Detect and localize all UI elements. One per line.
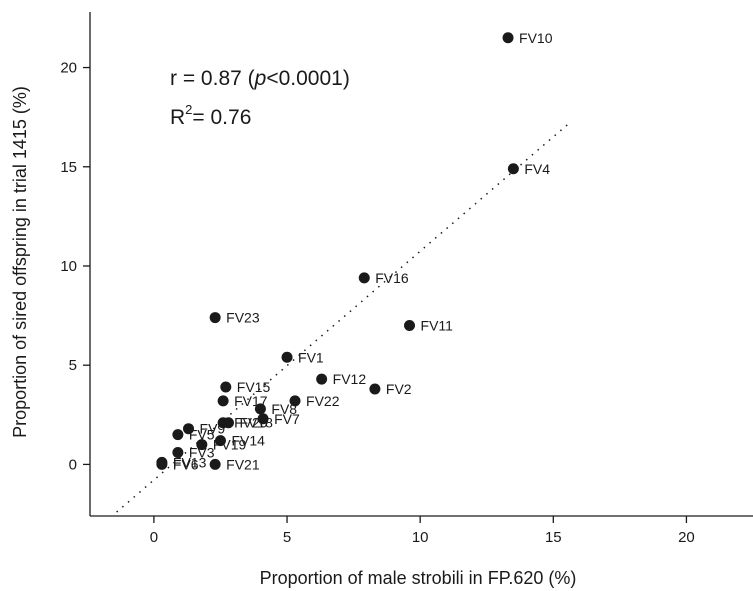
data-point-label: FV12 [333, 371, 367, 387]
x-tick-label: 15 [545, 529, 562, 546]
data-point [222, 417, 234, 429]
data-point [214, 435, 226, 447]
y-tick-label: 15 [60, 159, 77, 176]
x-tick-label: 10 [412, 529, 429, 546]
data-point [358, 272, 370, 284]
data-point [281, 351, 293, 363]
data-point [289, 395, 301, 407]
data-point [404, 320, 416, 332]
data-point [217, 395, 229, 407]
data-point [316, 373, 328, 385]
data-point [507, 163, 519, 175]
r-statistic: r = 0.87 (p<0.0001) [170, 67, 350, 90]
r2-prefix: R [170, 106, 185, 129]
y-axis: 0 5 10 15 20 Proportion of sired offspring i… [10, 12, 91, 516]
r-p-italic: p [254, 67, 267, 90]
y-tick-label: 0 [69, 456, 77, 473]
data-point-label: FV1 [298, 349, 324, 365]
y-axis-title: Proportion of sired offspring in trial 1… [10, 86, 30, 438]
data-point-label: FV3 [189, 445, 215, 461]
data-point [209, 458, 221, 470]
data-point-label: FV15 [237, 379, 271, 395]
data-point [183, 423, 195, 435]
data-point [257, 413, 269, 425]
data-point-label: FV8 [271, 401, 297, 417]
data-point [196, 439, 208, 451]
x-tick-label: 5 [283, 529, 291, 546]
r2-suffix: = 0.76 [192, 106, 251, 129]
data-point-label: FV4 [524, 161, 550, 177]
data-point-label: FV13 [173, 454, 207, 470]
y-tick-label: 20 [60, 60, 77, 77]
data-point-label: FV7 [274, 411, 300, 427]
data-point [156, 458, 168, 470]
x-tick-label: 0 [150, 529, 158, 546]
y-tick-label: 5 [69, 357, 77, 374]
data-point-label: FV5 [189, 427, 215, 443]
r2-superscript: 2 [185, 102, 192, 117]
y-ticks: 0 5 10 15 20 [60, 60, 90, 473]
data-point [209, 312, 221, 324]
data-point-label: FV21 [226, 456, 260, 472]
data-point-label: FV19 [213, 437, 247, 453]
r-suffix: <0.0001) [266, 67, 350, 90]
data-point-label: FV20 [234, 415, 268, 431]
x-axis-title: Proportion of male strobili in FP.620 (%… [260, 568, 577, 588]
data-point [502, 32, 514, 44]
data-point-label: FV18 [239, 415, 273, 431]
data-point-label: FV16 [375, 270, 409, 286]
data-point-label: FV14 [231, 433, 265, 449]
x-tick-label: 20 [678, 529, 695, 546]
data-point-label: FV11 [421, 318, 454, 334]
data-point [369, 383, 381, 395]
r-squared: R2= 0.76 [170, 102, 251, 129]
r-prefix: r = 0.87 ( [170, 67, 255, 90]
x-ticks: 0 5 10 15 20 [150, 516, 695, 546]
data-point-label: FV23 [226, 310, 260, 326]
data-point-label: FV10 [519, 30, 553, 46]
data-point [220, 381, 232, 393]
data-point [254, 403, 266, 415]
data-point-label: FV9 [200, 421, 226, 437]
data-point [172, 429, 184, 441]
data-point-label: FV2 [386, 381, 412, 397]
data-point-label: FV22 [306, 393, 340, 409]
correlation-annotation: r = 0.87 (p<0.0001) R2= 0.76 [170, 67, 350, 129]
data-point [172, 447, 184, 459]
x-axis: 0 5 10 15 20 Proportion of male strobili in … [90, 515, 753, 588]
y-tick-label: 10 [60, 258, 77, 275]
data-point-label: FV6 [173, 456, 199, 472]
